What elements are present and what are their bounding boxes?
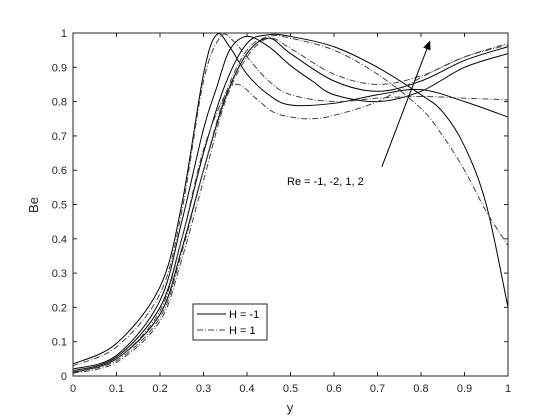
plot-area (73, 33, 508, 376)
series-line-2-solid (73, 35, 508, 370)
x-tick-label: 1 (505, 383, 511, 395)
curves-group (73, 33, 508, 374)
series-line-8-dashdot (73, 37, 508, 374)
legend-box (192, 303, 268, 341)
y-tick-label: 0.6 (52, 165, 67, 177)
y-axis-label: Be (26, 197, 41, 213)
y-tick-label: 0.7 (52, 131, 67, 143)
y-tick-label: 0.1 (52, 337, 67, 349)
annotation-text: Re = -1, -2, 1, 2 (287, 176, 364, 188)
x-tick-label: 0.8 (413, 383, 428, 395)
y-tick-label: 1 (61, 28, 67, 40)
y-tick-label: 0.5 (52, 200, 67, 212)
series-line-3-solid (73, 33, 508, 372)
x-tick-label: 0 (70, 383, 76, 395)
x-tick-label: 0.7 (370, 383, 385, 395)
legend: H = -1 H = 1 (192, 303, 268, 341)
y-tick-label: 0.2 (52, 302, 67, 314)
series-line-6-dashdot (73, 44, 508, 372)
y-tick-label: 0.8 (52, 97, 67, 109)
x-tick-label: 0.2 (152, 383, 167, 395)
plot-frame (72, 32, 509, 377)
x-tick-label: 0.6 (326, 383, 341, 395)
legend-label-h-1: H = 1 (229, 325, 256, 337)
x-tick-label: 0.4 (239, 383, 254, 395)
series-line-5-dashdot (73, 33, 508, 367)
annotation: Re = -1, -2, 1, 2 (287, 40, 431, 188)
y-tick-label: 0.9 (52, 62, 67, 74)
x-tick-label: 0.5 (283, 383, 298, 395)
x-tick-label: 0.9 (457, 383, 472, 395)
legend-label-h-minus1: H = -1 (229, 309, 259, 321)
annotation-arrow (381, 40, 431, 167)
x-tick-label: 0.1 (109, 383, 124, 395)
x-tick-label: 0.3 (196, 383, 211, 395)
y-tick-label: 0.3 (52, 268, 67, 280)
y-tick-label: 0.4 (52, 234, 67, 246)
series-line-7-dashdot (73, 34, 508, 373)
y-tick-label: 0 (61, 371, 67, 383)
ticks-group: 0 0.1 0.2 0.3 0.4 0.5 0.6 0.7 0.8 0.9 1 0 0.1 0.2 0.3 0… (52, 28, 511, 395)
x-axis-label: y (287, 400, 294, 415)
